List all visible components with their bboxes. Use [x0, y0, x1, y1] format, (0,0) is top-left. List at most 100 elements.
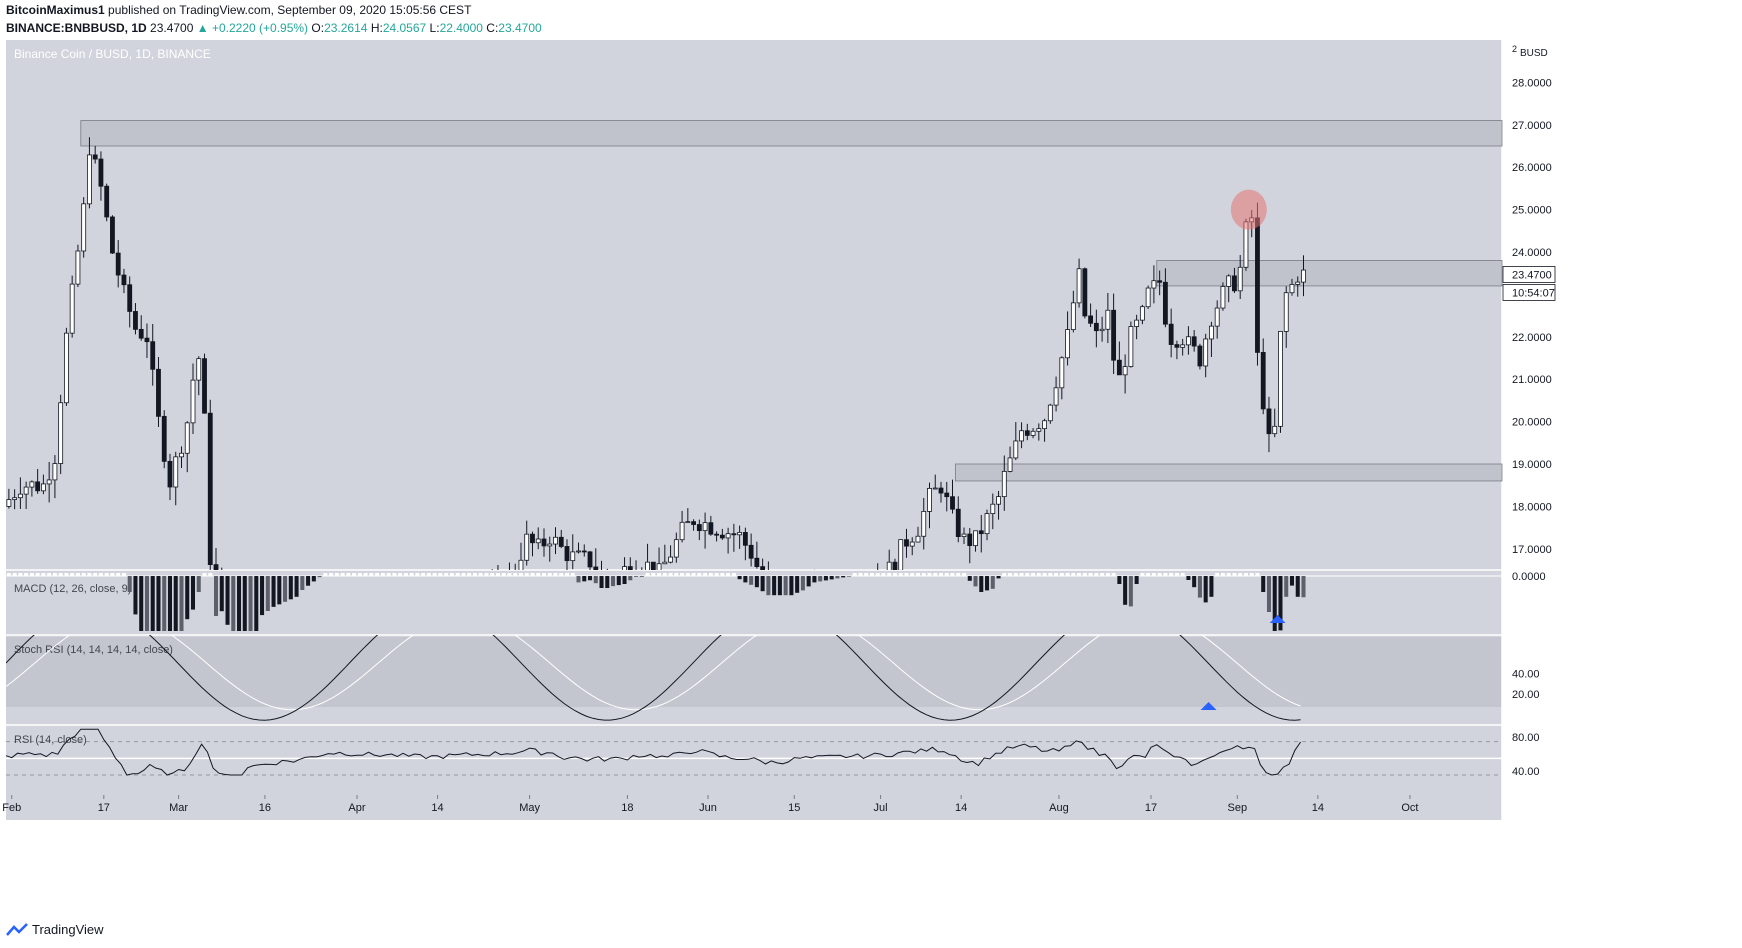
macd-bar-pos [6, 573, 11, 576]
macd-bar-pos [921, 573, 926, 576]
candle-up [518, 559, 524, 570]
macd-bar-neg [979, 576, 984, 592]
macd-bar-neg [242, 576, 247, 631]
footer-brand[interactable]: TradingView [32, 922, 104, 937]
candle-up [1059, 357, 1065, 389]
candle-up [1128, 326, 1134, 367]
macd-bar-pos [323, 573, 328, 576]
candle-up [1007, 457, 1013, 472]
macd-bar-neg [265, 576, 270, 611]
macd-bar-pos [87, 573, 92, 576]
macd-bar-neg [260, 576, 265, 616]
candle-up [535, 538, 541, 544]
candle-up [87, 154, 92, 205]
macd-bar-pos [864, 573, 869, 576]
macd-bar-pos [570, 573, 575, 576]
macd-bar-pos [1255, 573, 1260, 576]
author-name[interactable]: BitcoinMaximus1 [6, 3, 105, 17]
macd-bar-pos [869, 573, 874, 576]
candle-down [133, 311, 138, 330]
candle-up [1289, 284, 1295, 294]
symbol-line: BINANCE:BNBBUSD, 1D [6, 21, 147, 35]
candle-up [725, 533, 731, 539]
candle-down [1266, 408, 1272, 435]
macd-bar-pos [415, 573, 420, 576]
candle-down [161, 415, 167, 462]
ohlc-header: BINANCE:BNBBUSD, 1D 23.4700 ▲ +0.2220 (+… [6, 21, 542, 35]
macd-bar-neg [777, 576, 782, 596]
macd-bar-pos [518, 573, 523, 576]
macd-bar-neg [1197, 576, 1202, 598]
macd-bar-neg [167, 576, 172, 631]
macd-bar-pos [541, 573, 546, 576]
candle-down [1157, 280, 1163, 283]
macd-bar-pos [1163, 573, 1168, 576]
stoch-rsi-label: Stoch RSI (14, 14, 14, 14, close) [14, 644, 173, 656]
price-chart[interactable]: Binance Coin / BUSD, 1D, BINANCE 2 BUSD 28.… [0, 40, 1742, 914]
macd-bar-neg [783, 576, 788, 596]
macd-bar-pos [403, 573, 408, 576]
candle-up [1013, 440, 1019, 459]
macd-bar-pos [352, 573, 357, 576]
macd-bar-neg [288, 576, 293, 600]
candle-down [754, 557, 760, 567]
candle-down [202, 358, 207, 414]
macd-bar-pos [495, 573, 500, 576]
macd-bar-neg [806, 576, 811, 587]
candle-up [927, 487, 932, 512]
candle-up [547, 543, 553, 547]
candle-up [576, 550, 581, 553]
macd-bar-pos [334, 573, 339, 576]
candle-down [110, 216, 115, 254]
candle-down [530, 533, 535, 544]
candle-down [1197, 345, 1203, 367]
macd-bar-neg [1284, 576, 1289, 597]
macd-bar-pos [18, 573, 23, 576]
macd-bar-pos [1048, 573, 1053, 576]
macd-bar-pos [369, 573, 374, 576]
x-tick-label-2: Mar [169, 802, 188, 814]
candle-up [553, 536, 558, 545]
macd-bar-neg [254, 576, 259, 631]
candle-down [207, 412, 213, 566]
macd-bar-pos [1146, 573, 1151, 576]
macd-label: MACD (12, 26, close, 9) [14, 583, 131, 595]
macd-bar-neg [622, 576, 627, 584]
macd-bar-pos [1071, 573, 1076, 576]
candle-up [6, 499, 12, 507]
macd-bar-pos [116, 573, 121, 576]
triangle-up-icon [1269, 615, 1286, 623]
candle-down [558, 536, 564, 547]
macd-bar-neg [639, 576, 644, 577]
x-tick-label-15: 14 [1312, 802, 1324, 814]
macd-bar-neg [611, 576, 616, 587]
candle-down [892, 561, 898, 570]
low-value: 22.4000 [439, 21, 483, 35]
macd-bar-pos [357, 573, 362, 576]
macd-bar-pos [110, 573, 115, 576]
macd-bar-pos [887, 573, 892, 576]
macd-bar-pos [697, 573, 702, 576]
macd-bar-pos [421, 573, 426, 576]
candle-up [961, 533, 967, 538]
low-label: L: [429, 21, 440, 35]
macd-bar-neg [139, 576, 144, 631]
candle-up [1301, 269, 1306, 283]
macd-bar-neg [300, 576, 305, 590]
macd-bar-pos [47, 573, 52, 576]
macd-bar-pos [1082, 573, 1087, 576]
candle-up [1151, 280, 1157, 289]
macd-bar-neg [789, 576, 794, 596]
macd-bar-pos [674, 573, 679, 576]
candle-up [1220, 286, 1226, 309]
candle-down [748, 544, 754, 559]
macd-bar-pos [1019, 573, 1024, 576]
macd-bar-pos [1232, 573, 1237, 576]
macd-bar-pos [375, 573, 380, 576]
candle-up [1145, 287, 1151, 308]
candle-up [52, 463, 58, 481]
macd-bar-neg [588, 576, 593, 581]
macd-bar-pos [363, 573, 368, 576]
candle-up [570, 551, 576, 562]
currency-superscript: 2 [1512, 44, 1517, 54]
